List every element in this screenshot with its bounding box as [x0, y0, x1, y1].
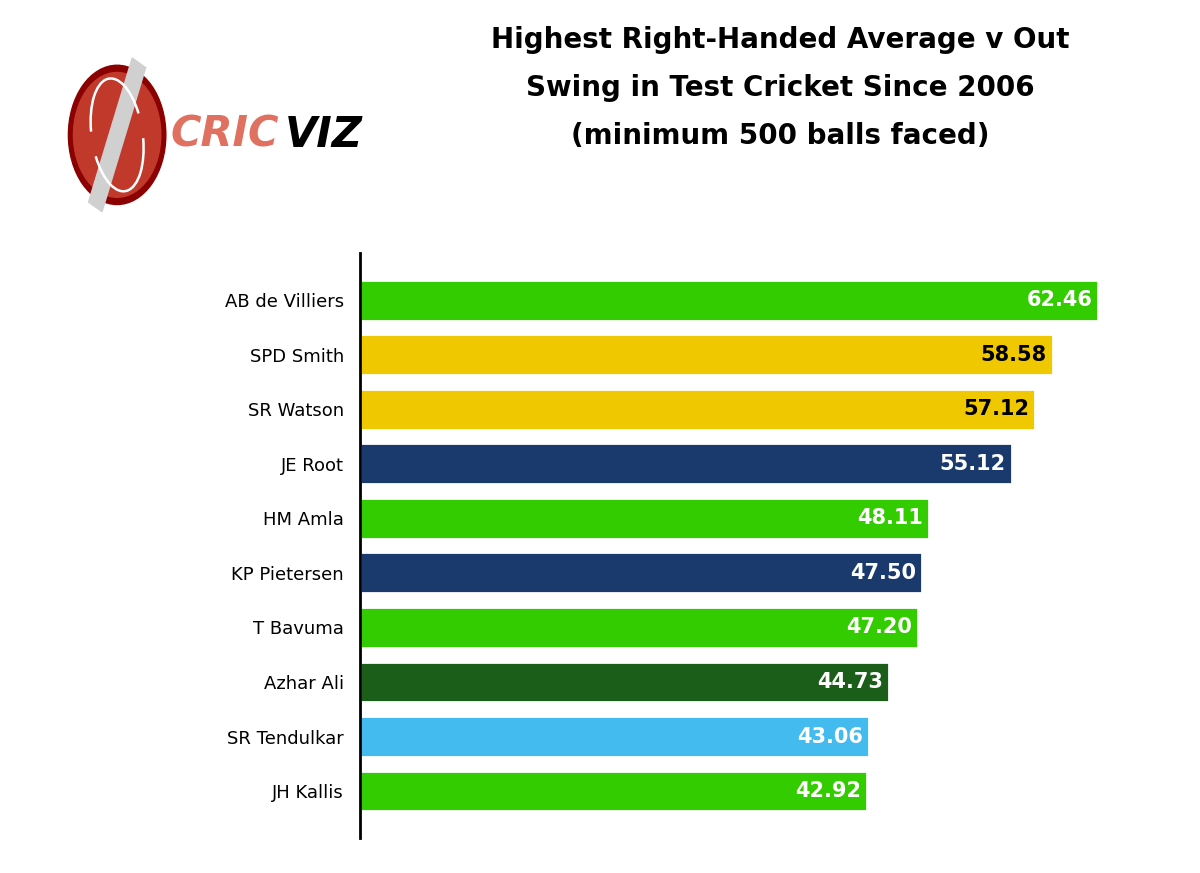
Text: 48.11: 48.11 [857, 508, 923, 528]
Text: Swing in Test Cricket Since 2006: Swing in Test Cricket Since 2006 [526, 74, 1034, 102]
Text: 62.46: 62.46 [1027, 290, 1092, 310]
Text: 43.06: 43.06 [797, 726, 863, 746]
Text: 58.58: 58.58 [980, 345, 1046, 365]
Text: 44.73: 44.73 [817, 672, 883, 692]
Text: 47.50: 47.50 [850, 563, 916, 583]
Bar [360, 443, 1012, 485]
Bar [360, 334, 1052, 375]
Bar [360, 771, 868, 812]
Text: 42.92: 42.92 [796, 781, 862, 801]
Bar [360, 388, 1036, 430]
Text: 55.12: 55.12 [940, 454, 1006, 474]
Bar [360, 279, 1098, 320]
Text: 57.12: 57.12 [964, 399, 1030, 419]
Bar [360, 498, 929, 539]
Text: Highest Right-Handed Average v Out: Highest Right-Handed Average v Out [491, 26, 1069, 54]
Text: 47.20: 47.20 [846, 617, 912, 637]
Circle shape [68, 65, 166, 204]
Polygon shape [89, 58, 145, 212]
Bar [360, 662, 889, 703]
Text: VIZ: VIZ [286, 113, 362, 156]
Bar [360, 607, 918, 648]
Text: CRIC: CRIC [170, 113, 280, 156]
Bar [360, 716, 869, 757]
Bar [360, 553, 922, 594]
Text: (minimum 500 balls faced): (minimum 500 balls faced) [571, 122, 989, 150]
Circle shape [73, 72, 161, 197]
